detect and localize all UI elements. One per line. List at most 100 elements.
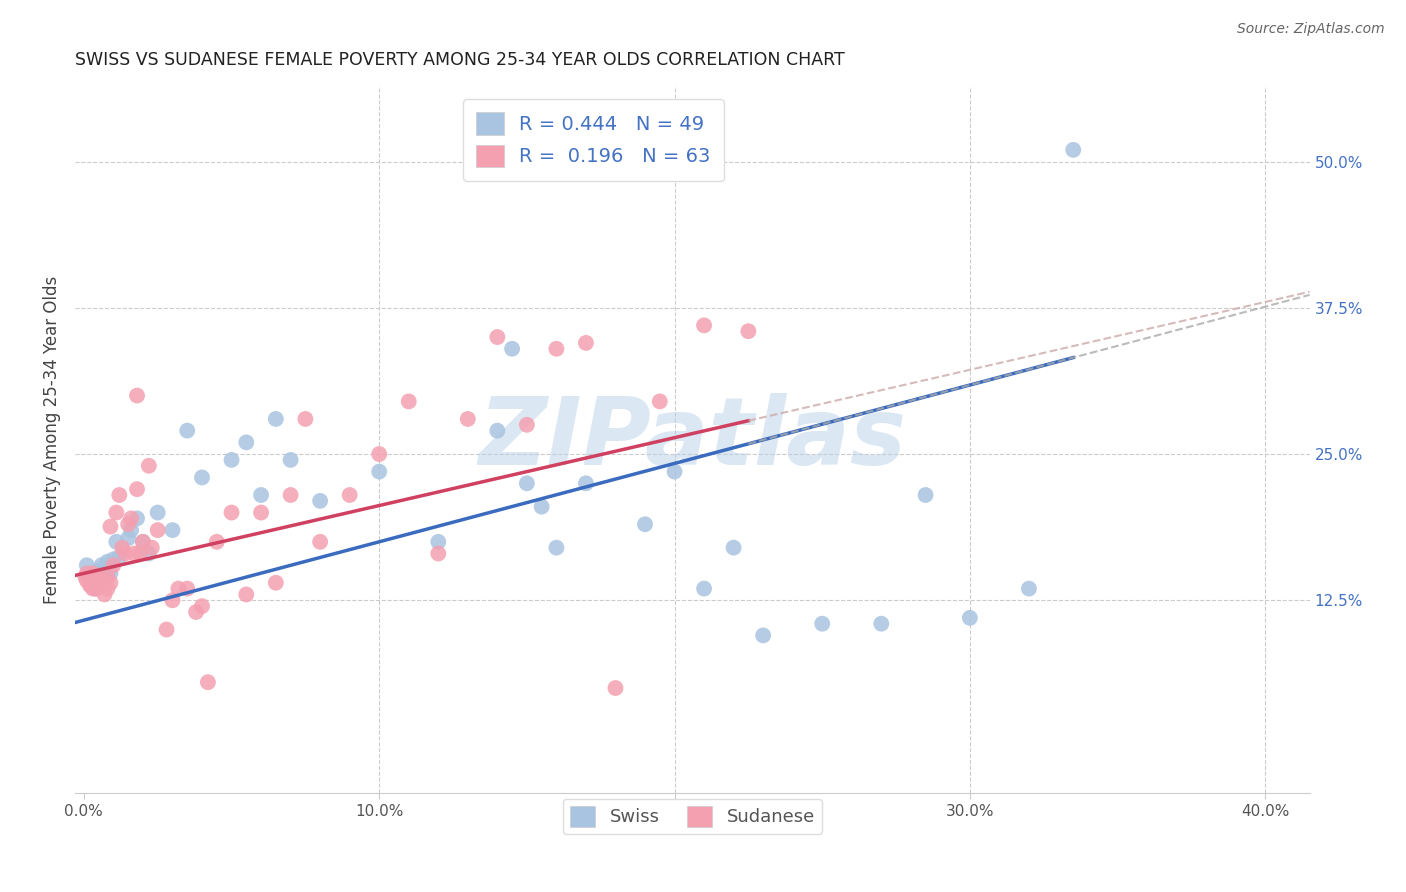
Point xyxy=(634,517,657,532)
Point xyxy=(117,517,139,532)
Point xyxy=(100,566,122,581)
Point xyxy=(264,575,287,590)
Point xyxy=(105,534,128,549)
Point xyxy=(914,488,936,502)
Point xyxy=(176,424,198,438)
Point xyxy=(93,562,115,576)
Point xyxy=(427,534,450,549)
Point xyxy=(84,582,107,596)
Point xyxy=(516,476,538,491)
Point xyxy=(87,578,110,592)
Point xyxy=(250,488,273,502)
Point xyxy=(309,534,332,549)
Point xyxy=(125,511,148,525)
Point xyxy=(132,534,155,549)
Point xyxy=(79,570,101,584)
Point xyxy=(87,575,110,590)
Point xyxy=(100,575,122,590)
Point xyxy=(250,506,273,520)
Point xyxy=(501,342,523,356)
Point xyxy=(811,616,834,631)
Point xyxy=(120,511,142,525)
Point xyxy=(870,616,893,631)
Point xyxy=(427,547,450,561)
Point xyxy=(184,605,207,619)
Point xyxy=(87,570,110,584)
Point xyxy=(575,476,598,491)
Text: ZIPatlas: ZIPatlas xyxy=(478,393,907,485)
Point xyxy=(162,523,184,537)
Text: SWISS VS SUDANESE FEMALE POVERTY AMONG 25-34 YEAR OLDS CORRELATION CHART: SWISS VS SUDANESE FEMALE POVERTY AMONG 2… xyxy=(75,51,845,69)
Point xyxy=(176,582,198,596)
Point xyxy=(105,506,128,520)
Point xyxy=(82,575,104,590)
Point xyxy=(235,587,257,601)
Point xyxy=(486,424,509,438)
Point xyxy=(84,574,107,588)
Point xyxy=(309,493,332,508)
Point xyxy=(664,465,686,479)
Point xyxy=(693,582,716,596)
Point xyxy=(138,458,160,473)
Point xyxy=(90,572,112,586)
Point xyxy=(235,435,257,450)
Point xyxy=(191,470,214,484)
Point xyxy=(530,500,553,514)
Point xyxy=(108,549,131,564)
Point xyxy=(264,412,287,426)
Legend: Swiss, Sudanese: Swiss, Sudanese xyxy=(562,798,823,834)
Point xyxy=(129,547,152,561)
Point xyxy=(368,447,391,461)
Point xyxy=(197,675,219,690)
Point xyxy=(108,488,131,502)
Point xyxy=(114,547,136,561)
Point xyxy=(96,570,118,584)
Point xyxy=(205,534,228,549)
Point xyxy=(96,555,118,569)
Point xyxy=(546,541,568,555)
Point xyxy=(575,335,598,350)
Point xyxy=(138,547,160,561)
Point xyxy=(693,318,716,333)
Point xyxy=(1018,582,1040,596)
Point xyxy=(82,566,104,581)
Point xyxy=(155,623,177,637)
Point xyxy=(146,506,169,520)
Point xyxy=(368,465,391,479)
Point xyxy=(294,412,316,426)
Point xyxy=(103,558,125,573)
Point xyxy=(76,566,98,581)
Point xyxy=(752,628,775,642)
Point xyxy=(90,558,112,573)
Point xyxy=(398,394,420,409)
Point xyxy=(82,566,104,581)
Point xyxy=(100,519,122,533)
Point xyxy=(959,611,981,625)
Point xyxy=(191,599,214,614)
Point xyxy=(122,547,145,561)
Point xyxy=(76,558,98,573)
Point xyxy=(546,342,568,356)
Point xyxy=(111,541,134,555)
Point xyxy=(87,564,110,578)
Point xyxy=(84,582,107,596)
Point xyxy=(280,488,302,502)
Point xyxy=(125,482,148,496)
Point xyxy=(167,582,190,596)
Point xyxy=(221,506,243,520)
Point xyxy=(75,570,97,584)
Point xyxy=(648,394,671,409)
Point xyxy=(221,453,243,467)
Point xyxy=(79,578,101,592)
Point xyxy=(457,412,479,426)
Point xyxy=(132,534,155,549)
Point xyxy=(605,681,627,695)
Point xyxy=(141,541,163,555)
Point xyxy=(486,330,509,344)
Point xyxy=(90,578,112,592)
Point xyxy=(162,593,184,607)
Point xyxy=(96,582,118,596)
Point xyxy=(146,523,169,537)
Point xyxy=(280,453,302,467)
Y-axis label: Female Poverty Among 25-34 Year Olds: Female Poverty Among 25-34 Year Olds xyxy=(44,276,60,604)
